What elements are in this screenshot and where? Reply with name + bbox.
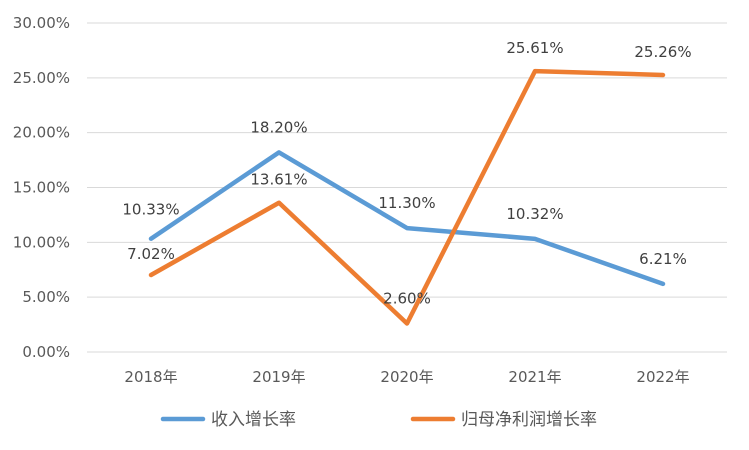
data-label: 18.20%	[250, 118, 307, 136]
data-label: 10.33%	[122, 201, 179, 219]
gridlines	[87, 22, 727, 353]
legend-label: 归母净利润增长率	[461, 410, 597, 430]
y-tick-label: 5.00%	[22, 288, 70, 306]
y-tick-label: 0.00%	[22, 343, 70, 361]
legend: 收入增长率 归母净利润增长率	[160, 410, 597, 430]
x-tick-label: 2018年	[124, 368, 177, 386]
x-tick-label: 2022年	[636, 368, 689, 386]
y-tick-label: 10.00%	[13, 233, 70, 251]
data-label: 7.02%	[127, 245, 175, 263]
data-label: 25.26%	[634, 43, 691, 61]
series-line-1	[148, 68, 666, 326]
data-label: 13.61%	[250, 171, 307, 189]
data-label: 6.21%	[639, 250, 687, 268]
x-tick-label: 2021年	[508, 368, 561, 386]
y-tick-label: 20.00%	[13, 124, 70, 142]
x-tick-label: 2019年	[252, 368, 305, 386]
data-label: 10.32%	[506, 205, 563, 223]
series-lines	[148, 68, 666, 326]
y-tick-label: 30.00%	[13, 14, 70, 32]
x-axis-ticks: 2018年 2019年 2020年 2021年 2022年	[124, 368, 689, 386]
y-tick-label: 25.00%	[13, 69, 70, 87]
y-tick-label: 15.00%	[13, 179, 70, 197]
data-label: 25.61%	[506, 39, 563, 57]
data-label: 11.30%	[378, 194, 435, 212]
x-tick-label: 2020年	[380, 368, 433, 386]
y-axis-ticks: 0.00% 5.00% 10.00% 15.00% 20.00% 25.00% 30.00%	[13, 14, 70, 361]
data-label: 2.60%	[383, 289, 431, 307]
series-line-0	[148, 150, 666, 287]
legend-label: 收入增长率	[211, 410, 296, 430]
data-labels: 10.33% 18.20% 11.30% 10.32% 6.21% 7.02% 13.61%…	[122, 39, 691, 307]
